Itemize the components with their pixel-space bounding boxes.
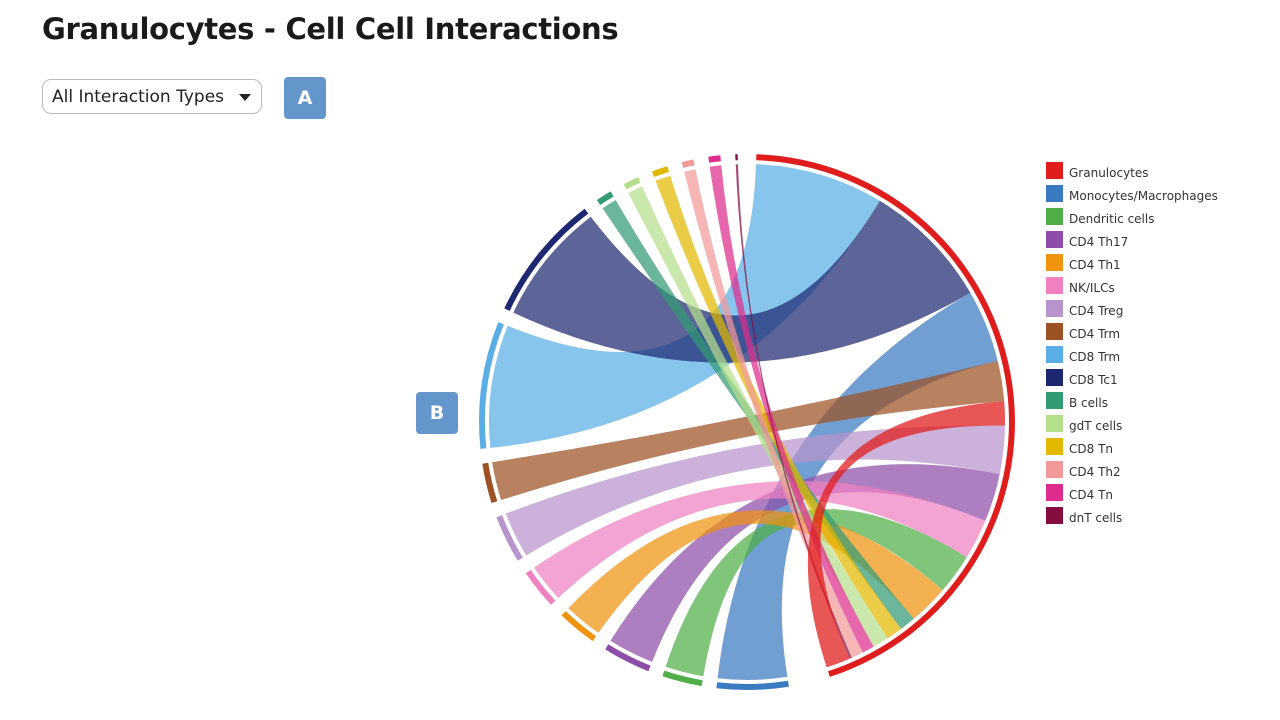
- legend-swatch: [1046, 254, 1063, 271]
- legend-swatch: [1046, 369, 1063, 386]
- arc-nk-ilcs[interactable]: [525, 569, 556, 605]
- arc-cd4-tn[interactable]: [708, 155, 721, 163]
- group-arcs: [479, 154, 1015, 691]
- legend-label: CD8 Tc1: [1069, 373, 1118, 387]
- ribbon-cd4-trm[interactable]: [492, 360, 1005, 500]
- arc-cd8-tc1[interactable]: [504, 208, 589, 311]
- legend-swatch: [1046, 415, 1063, 432]
- arc-dnt-cells[interactable]: [735, 154, 738, 161]
- legend-label: Dendritic cells: [1069, 212, 1155, 226]
- legend-swatch: [1046, 323, 1063, 340]
- ribbon-cd4-th17[interactable]: [610, 464, 1000, 662]
- legend-label: CD4 Th17: [1069, 235, 1129, 249]
- legend-label: CD4 Treg: [1069, 304, 1124, 318]
- legend-label: CD8 Trm: [1069, 350, 1121, 364]
- annotation-badge-a: A: [284, 77, 326, 119]
- legend-swatch: [1046, 392, 1063, 409]
- legend-swatch: [1046, 507, 1063, 524]
- ribbons: [488, 164, 1006, 680]
- arc-cd4-treg[interactable]: [496, 515, 523, 561]
- legend-label: Granulocytes: [1069, 166, 1149, 180]
- ribbon-nk-ilcs[interactable]: [534, 480, 986, 598]
- legend-label: gdT cells: [1069, 419, 1123, 433]
- ribbon-dendritic-cells[interactable]: [665, 509, 967, 677]
- ribbon-cd4-tn[interactable]: [709, 165, 874, 653]
- ribbon-monocytes-macrophages[interactable]: [717, 292, 998, 680]
- legend-swatch: [1046, 185, 1063, 202]
- arc-cd8-trm[interactable]: [479, 322, 504, 449]
- dropdown-selected-label: All Interaction Types: [52, 86, 225, 107]
- legend-label: CD8 Tn: [1069, 442, 1114, 456]
- legend-swatch: [1046, 162, 1063, 179]
- annotation-badge-b: B: [416, 392, 458, 434]
- arc-cd4-trm[interactable]: [482, 462, 498, 503]
- legend-swatch: [1046, 277, 1063, 294]
- ribbon-cd8-tc1[interactable]: [513, 200, 971, 363]
- arc-cd4-th1[interactable]: [561, 611, 597, 642]
- arc-monocytes-macrophages[interactable]: [716, 680, 789, 691]
- legend-swatch: [1046, 300, 1063, 317]
- ribbon-granulocytes-self[interactable]: [807, 401, 1006, 668]
- ribbon-b-cells[interactable]: [602, 200, 914, 629]
- interaction-type-dropdown[interactable]: All Interaction Types: [42, 79, 262, 114]
- legend-swatch: [1046, 231, 1063, 248]
- arc-dendritic-cells[interactable]: [662, 670, 703, 687]
- arc-cd4-th17[interactable]: [605, 644, 651, 672]
- ribbon-cd4-treg[interactable]: [505, 425, 1005, 556]
- legend-swatch: [1046, 208, 1063, 225]
- ribbon-gdt-cells[interactable]: [628, 186, 888, 647]
- legend-label: CD4 Th1: [1069, 258, 1121, 272]
- legend-swatch: [1046, 484, 1063, 501]
- arc-gdt-cells[interactable]: [623, 177, 641, 190]
- page-title: Granulocytes - Cell Cell Interactions: [42, 12, 619, 46]
- legend-label: dnT cells: [1069, 511, 1123, 525]
- arc-b-cells[interactable]: [596, 191, 614, 205]
- ribbon-cd8-trm[interactable]: [488, 164, 880, 448]
- arc-cd4-th2[interactable]: [681, 159, 695, 168]
- legend-swatch: [1046, 438, 1063, 455]
- legend-label: CD4 Tn: [1069, 488, 1114, 502]
- legend-label: CD4 Trm: [1069, 327, 1121, 341]
- legend-label: CD4 Th2: [1069, 465, 1121, 479]
- ribbon-cd4-th2[interactable]: [684, 169, 863, 658]
- ribbon-cd8-tn[interactable]: [655, 175, 902, 639]
- legend-label: NK/ILCs: [1069, 281, 1115, 295]
- legend-label: B cells: [1069, 396, 1108, 410]
- legend-swatch: [1046, 346, 1063, 363]
- legend-label: Monocytes/Macrophages: [1069, 189, 1218, 203]
- caret-down-icon: [239, 94, 251, 101]
- legend-swatch: [1046, 461, 1063, 478]
- arc-cd8-tn[interactable]: [652, 166, 670, 177]
